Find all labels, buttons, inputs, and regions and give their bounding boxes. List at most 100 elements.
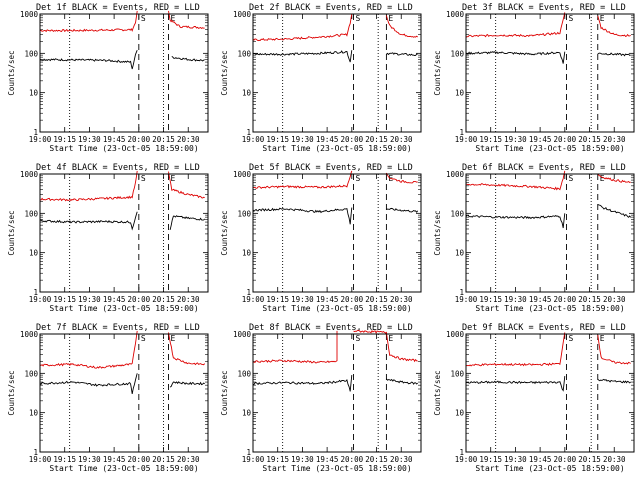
- panel-title: Det 2f BLACK = Events, RED = LLD: [249, 3, 413, 13]
- x-axis-label: Start Time (23-Oct-05 18:59:00): [262, 144, 411, 153]
- marker-label: E: [388, 334, 393, 343]
- y-tick-label: 1000: [446, 10, 465, 19]
- series-events: [252, 375, 353, 392]
- series-events: [597, 378, 632, 384]
- x-axis-label: Start Time (23-Oct-05 18:59:00): [475, 304, 624, 313]
- y-tick-label: 100: [450, 209, 464, 218]
- x-tick-label: 20:00: [341, 455, 364, 464]
- marker-label: E: [170, 334, 175, 343]
- y-tick-label: 10: [29, 249, 39, 258]
- series-lld: [597, 334, 631, 365]
- x-tick-label: 19:30: [504, 295, 527, 304]
- y-tick-label: 100: [237, 369, 251, 378]
- x-axis-label: Start Time (23-Oct-05 18:59:00): [475, 144, 624, 153]
- y-tick-label: 10: [242, 249, 252, 258]
- series-lld: [39, 170, 138, 202]
- x-tick-label: 19:15: [479, 135, 502, 144]
- plot-frame: [39, 13, 209, 133]
- panel-det-1: Det 1f BLACK = Events, RED = LLD 1 10 100 10…: [7, 3, 209, 153]
- y-tick-label: 1: [246, 288, 251, 297]
- x-tick-label: 19:00: [455, 135, 478, 144]
- x-axis-label: Start Time (23-Oct-05 18:59:00): [49, 304, 198, 313]
- y-tick-label: 10: [242, 409, 252, 418]
- y-tick-label: 1000: [446, 170, 465, 179]
- x-tick-label: 20:00: [554, 135, 577, 144]
- x-tick-label: 19:30: [78, 135, 101, 144]
- panel-det-4: Det 4f BLACK = Events, RED = LLD 1 10 100 10…: [7, 163, 209, 313]
- series-lld: [597, 15, 631, 37]
- x-tick-label: 19:00: [29, 455, 52, 464]
- x-tick-label: 19:00: [242, 455, 265, 464]
- panel-det-5: Det 5f BLACK = Events, RED = LLD 1 10 100 10…: [220, 163, 422, 313]
- series-lld: [252, 13, 353, 42]
- x-tick-label: 19:15: [53, 455, 76, 464]
- series-lld: [168, 10, 205, 29]
- y-tick-label: 1: [459, 128, 464, 137]
- y-axis-label: Counts/sec: [220, 210, 229, 255]
- x-tick-label: 20:30: [390, 455, 413, 464]
- y-tick-label: 100: [24, 369, 38, 378]
- series-events: [386, 207, 419, 213]
- x-tick-label: 19:00: [29, 135, 52, 144]
- plot-frame: [465, 333, 635, 453]
- series-events: [169, 381, 205, 388]
- x-tick-label: 20:30: [603, 455, 626, 464]
- x-tick-label: 19:30: [291, 455, 314, 464]
- x-tick-label: 20:15: [578, 135, 601, 144]
- series-lld: [465, 332, 566, 367]
- y-axis-label: Counts/sec: [220, 370, 229, 415]
- x-tick-label: 20:15: [578, 295, 601, 304]
- plot-frame: [39, 333, 209, 453]
- series-events: [39, 50, 138, 70]
- x-tick-label: 19:15: [53, 135, 76, 144]
- y-axis-label: Counts/sec: [7, 370, 16, 415]
- series-lld: [353, 329, 418, 363]
- y-tick-label: 10: [29, 409, 39, 418]
- x-tick-label: 19:15: [266, 295, 289, 304]
- x-tick-label: 19:00: [242, 295, 265, 304]
- x-tick-label: 19:15: [479, 295, 502, 304]
- y-tick-label: 10: [242, 89, 252, 98]
- y-tick-label: 1: [246, 448, 251, 457]
- x-tick-label: 20:15: [365, 135, 388, 144]
- series-lld: [252, 330, 338, 364]
- y-tick-label: 1: [33, 448, 38, 457]
- x-tick-label: 19:45: [316, 135, 339, 144]
- panel-det-7: Det 7f BLACK = Events, RED = LLD 1 10 100 10…: [7, 323, 209, 473]
- x-tick-label: 19:30: [291, 135, 314, 144]
- x-tick-label: 20:00: [128, 135, 151, 144]
- panel-title: Det 7f BLACK = Events, RED = LLD: [36, 323, 200, 333]
- y-tick-label: 1000: [20, 170, 39, 179]
- marker-label: E: [170, 174, 175, 183]
- series-lld: [385, 15, 419, 38]
- y-axis-label: Counts/sec: [433, 370, 442, 415]
- series-events: [171, 56, 205, 62]
- y-tick-label: 1000: [233, 170, 252, 179]
- x-tick-label: 20:00: [128, 455, 151, 464]
- x-axis-label: Start Time (23-Oct-05 18:59:00): [475, 464, 624, 473]
- series-events: [386, 378, 419, 385]
- plot-frame: [39, 173, 209, 293]
- panel-det-9: Det 9f BLACK = Events, RED = LLD 1 10 100 10…: [433, 323, 635, 473]
- x-tick-label: 19:00: [29, 295, 52, 304]
- x-tick-label: 20:30: [603, 295, 626, 304]
- x-tick-label: 19:30: [78, 295, 101, 304]
- x-tick-label: 20:15: [578, 455, 601, 464]
- y-axis-label: Counts/sec: [7, 50, 16, 95]
- series-events: [465, 51, 566, 64]
- series-lld: [465, 170, 566, 191]
- x-axis-label: Start Time (23-Oct-05 18:59:00): [262, 464, 411, 473]
- y-tick-label: 1: [246, 128, 251, 137]
- marker-label: E: [600, 14, 605, 23]
- x-tick-label: 19:45: [103, 135, 126, 144]
- x-tick-label: 20:30: [177, 455, 200, 464]
- series-lld: [385, 172, 418, 184]
- series-events: [252, 207, 353, 225]
- x-tick-label: 19:45: [316, 295, 339, 304]
- series-lld: [168, 332, 206, 366]
- x-tick-label: 20:15: [152, 455, 175, 464]
- x-tick-label: 19:30: [504, 455, 527, 464]
- series-events: [39, 373, 138, 394]
- x-tick-label: 20:30: [390, 135, 413, 144]
